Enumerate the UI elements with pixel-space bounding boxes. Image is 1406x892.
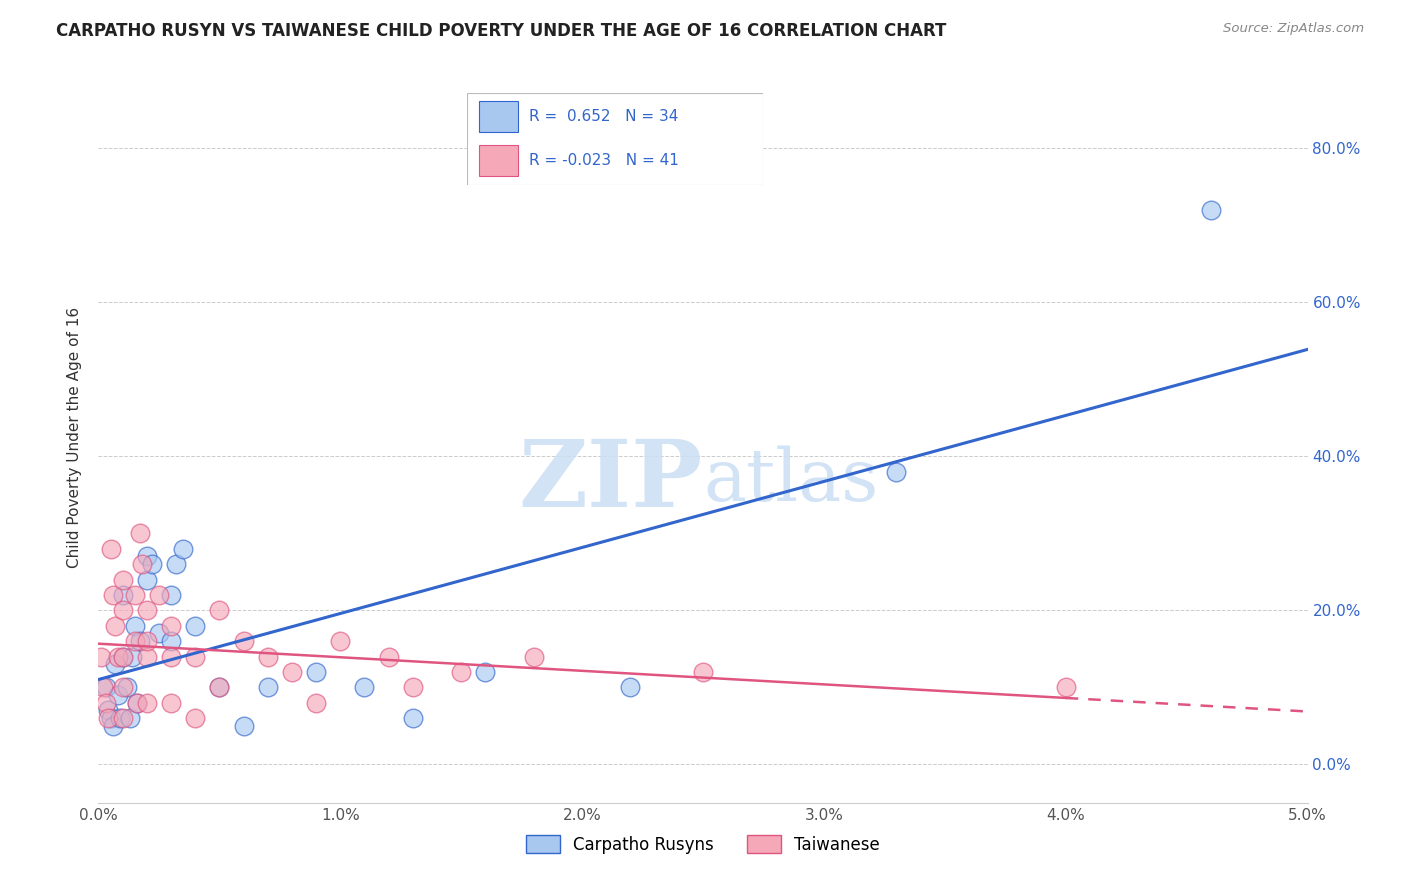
Point	[111, 588, 134, 602]
Point	[135, 549, 157, 564]
Point	[1054, 681, 1077, 695]
Point	[450, 665, 472, 679]
Point	[97, 711, 120, 725]
Point	[107, 688, 129, 702]
Point	[305, 696, 328, 710]
Point	[402, 681, 425, 695]
Point	[281, 665, 304, 679]
Point	[165, 557, 187, 571]
Point	[127, 696, 149, 710]
Point	[121, 649, 143, 664]
Point	[107, 649, 129, 664]
Text: Source: ZipAtlas.com: Source: ZipAtlas.com	[1223, 22, 1364, 36]
Point	[141, 557, 163, 571]
Point	[305, 665, 328, 679]
Point	[160, 696, 183, 710]
Y-axis label: Child Poverty Under the Age of 16: Child Poverty Under the Age of 16	[67, 307, 83, 567]
Point	[148, 626, 170, 640]
Point	[128, 634, 150, 648]
Point	[131, 557, 153, 571]
Point	[127, 696, 149, 710]
Point	[232, 634, 254, 648]
Point	[160, 618, 183, 632]
Point	[111, 681, 134, 695]
Point	[1199, 202, 1222, 217]
Point	[232, 719, 254, 733]
Point	[208, 603, 231, 617]
Point	[692, 665, 714, 679]
Point	[208, 681, 231, 695]
Point	[160, 634, 183, 648]
Point	[135, 649, 157, 664]
Point	[118, 711, 141, 725]
Point	[94, 696, 117, 710]
Text: CARPATHO RUSYN VS TAIWANESE CHILD POVERTY UNDER THE AGE OF 16 CORRELATION CHART: CARPATHO RUSYN VS TAIWANESE CHILD POVERT…	[56, 22, 946, 40]
Point	[172, 541, 194, 556]
Point	[101, 588, 124, 602]
Point	[90, 649, 112, 664]
Point	[124, 588, 146, 602]
Point	[160, 649, 183, 664]
Point	[97, 703, 120, 717]
Text: atlas: atlas	[703, 446, 879, 516]
Point	[135, 696, 157, 710]
Point	[124, 634, 146, 648]
Point	[148, 588, 170, 602]
Point	[117, 681, 139, 695]
Point	[184, 711, 207, 725]
Point	[208, 681, 231, 695]
Point	[377, 649, 399, 664]
Point	[329, 634, 352, 648]
Point	[101, 719, 124, 733]
Point	[111, 649, 134, 664]
Point	[135, 634, 157, 648]
Point	[523, 649, 546, 664]
Point	[100, 541, 122, 556]
Point	[111, 711, 134, 725]
Point	[104, 618, 127, 632]
Legend: Carpatho Rusyns, Taiwanese: Carpatho Rusyns, Taiwanese	[520, 829, 886, 860]
Point	[108, 711, 131, 725]
Point	[91, 681, 114, 695]
Point	[135, 573, 157, 587]
Point	[402, 711, 425, 725]
Point	[256, 649, 278, 664]
Text: ZIP: ZIP	[519, 436, 703, 526]
Point	[111, 573, 134, 587]
Point	[886, 465, 908, 479]
Point	[474, 665, 496, 679]
Point	[124, 618, 146, 632]
Point	[100, 711, 122, 725]
Point	[184, 649, 207, 664]
Point	[128, 526, 150, 541]
Point	[619, 681, 641, 695]
Point	[160, 588, 183, 602]
Point	[184, 618, 207, 632]
Point	[94, 681, 117, 695]
Point	[111, 603, 134, 617]
Point	[104, 657, 127, 672]
Point	[256, 681, 278, 695]
Point	[111, 649, 134, 664]
Point	[353, 681, 375, 695]
Point	[135, 603, 157, 617]
